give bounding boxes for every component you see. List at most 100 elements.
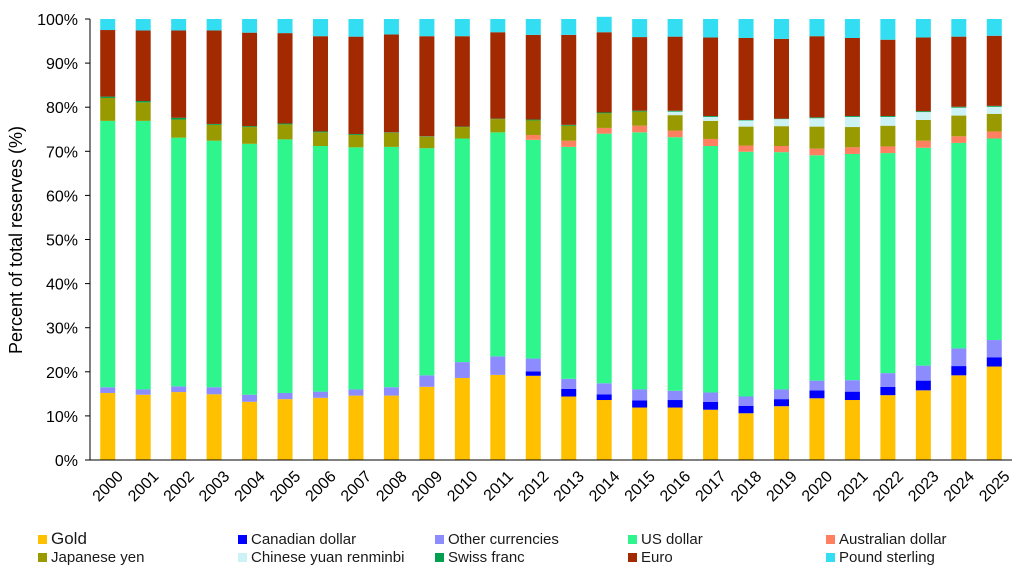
x-tick-label: 2014 [586, 468, 623, 505]
bar-gold-2015 [632, 407, 648, 460]
bar-chinese-yuan-renminbi-2019 [774, 119, 789, 127]
legend-swatch [38, 552, 47, 562]
bar-japanese-yen-2008 [383, 132, 399, 147]
bar-euro-2018 [738, 37, 754, 120]
bar-other-currencies-2015 [632, 389, 648, 401]
bar-pound-sterling-2010 [454, 19, 470, 37]
bar-swiss-franc-2020 [809, 117, 825, 119]
bar-other-currencies-2003 [206, 387, 222, 395]
bar-pound-sterling-2007 [348, 19, 364, 37]
x-tick-label: 2013 [551, 468, 588, 505]
bar-stack-2023 [915, 19, 931, 460]
bar-swiss-franc-2016 [667, 110, 683, 112]
bar-australian-dollar-2012 [525, 134, 541, 140]
bar-gold-2002 [171, 392, 187, 460]
bar-japanese-yen-2019 [774, 126, 789, 147]
bar-euro-2019 [774, 38, 789, 119]
bar-chinese-yuan-renminbi-2018 [738, 120, 754, 127]
bar-canadian-dollar-2014 [596, 394, 612, 401]
bar-euro-2021 [844, 37, 860, 117]
bar-other-currencies-2010 [454, 362, 470, 378]
bar-other-currencies-2025 [986, 340, 1002, 358]
bar-gold-2024 [951, 375, 967, 460]
bar-pound-sterling-2025 [986, 19, 1002, 36]
bar-swiss-franc-2014 [596, 112, 612, 114]
bar-stack-2018 [738, 19, 754, 460]
bar-canadian-dollar-2017 [703, 401, 719, 410]
bar-other-currencies-2014 [596, 383, 612, 395]
bar-pound-sterling-2015 [632, 19, 648, 38]
legend-label: Canadian dollar [251, 530, 357, 548]
bar-us-dollar-2009 [419, 148, 435, 376]
bar-swiss-franc-2015 [632, 110, 648, 112]
legend-item-canadian-dollar: Canadian dollar [238, 530, 356, 548]
bar-gold-2001 [135, 394, 151, 460]
bar-australian-dollar-2015 [632, 125, 648, 133]
bar-gold-2011 [490, 374, 506, 460]
bar-gold-2003 [206, 394, 222, 460]
bar-swiss-franc-2000 [100, 96, 116, 98]
bar-stack-2020 [809, 19, 825, 460]
bar-japanese-yen-2024 [951, 115, 967, 137]
bar-gold-2014 [596, 400, 612, 460]
bar-other-currencies-2012 [525, 358, 541, 372]
bar-gold-2007 [348, 395, 364, 460]
bar-canadian-dollar-2013 [561, 388, 577, 397]
y-tick-label: 20% [46, 365, 78, 382]
legend-label: Chinese yuan renminbi [251, 548, 405, 566]
bar-japanese-yen-2018 [738, 126, 754, 146]
y-tick-label: 90% [46, 56, 78, 73]
bar-us-dollar-2000 [100, 120, 116, 388]
bar-stack-2000 [100, 19, 116, 460]
bar-us-dollar-2004 [242, 143, 258, 395]
legend-swatch [238, 552, 247, 562]
bar-us-dollar-2016 [667, 137, 683, 391]
bar-stack-2009 [419, 19, 435, 460]
bar-us-dollar-2010 [454, 138, 470, 363]
bar-euro-2017 [703, 37, 719, 117]
bar-euro-2013 [561, 34, 577, 125]
bar-canadian-dollar-2016 [667, 400, 683, 408]
bar-other-currencies-2023 [915, 365, 931, 381]
legend-item-swiss-franc: Swiss franc [435, 548, 525, 566]
bar-japanese-yen-2007 [348, 134, 364, 148]
legend-swatch [435, 552, 444, 562]
bar-japanese-yen-2017 [703, 120, 719, 139]
x-tick-label: 2011 [481, 468, 517, 504]
bar-euro-2011 [490, 32, 506, 119]
x-tick-label: 2025 [976, 468, 1013, 505]
bar-swiss-franc-2021 [844, 116, 860, 117]
legend-item-chinese-yuan-renminbi: Chinese yuan renminbi [238, 548, 404, 566]
y-tick-label: 80% [46, 100, 78, 117]
bar-us-dollar-2007 [348, 147, 364, 390]
bar-pound-sterling-2002 [171, 19, 187, 31]
y-tick-label: 70% [46, 144, 78, 161]
x-tick-label: 2008 [373, 468, 410, 505]
x-tick-label: 2007 [338, 468, 375, 505]
bar-us-dollar-2014 [596, 133, 612, 384]
bar-other-currencies-2002 [171, 386, 187, 393]
x-tick-label: 2015 [622, 468, 659, 505]
bar-pound-sterling-2008 [383, 19, 399, 35]
bar-australian-dollar-2024 [951, 136, 967, 143]
bar-australian-dollar-2014 [596, 127, 612, 134]
bar-pound-sterling-2006 [313, 19, 328, 37]
bar-us-dollar-2013 [561, 146, 577, 379]
bar-gold-2010 [454, 377, 470, 460]
bar-canadian-dollar-2023 [915, 380, 931, 391]
bar-stack-2010 [454, 19, 470, 460]
bar-chinese-yuan-renminbi-2023 [915, 112, 931, 120]
bar-gold-2004 [242, 401, 258, 460]
bar-chinese-yuan-renminbi-2022 [880, 116, 896, 126]
bar-pound-sterling-2004 [242, 19, 258, 33]
y-tick-label: 0% [55, 453, 78, 470]
legend-label: Pound sterling [839, 548, 935, 566]
legend-swatch [38, 534, 47, 544]
bar-chinese-yuan-renminbi-2024 [951, 107, 967, 116]
bar-gold-2012 [525, 375, 541, 460]
bar-other-currencies-2022 [880, 373, 896, 387]
bar-us-dollar-2015 [632, 132, 648, 390]
bar-other-currencies-2001 [135, 389, 151, 395]
legend-item-other-currencies: Other currencies [435, 530, 559, 548]
legend-item-gold: Gold [38, 529, 87, 548]
